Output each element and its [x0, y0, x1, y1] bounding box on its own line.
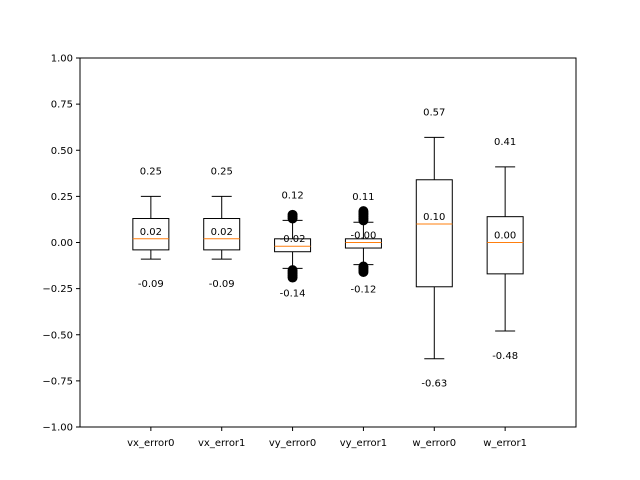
x-axis: vx_error0 vx_error1 vy_error0 vy_error1 w_er… — [127, 427, 527, 449]
median-annotation: 0.00 — [494, 231, 516, 242]
x-tick-label: w_error1 — [483, 438, 527, 449]
box-vy_error1 — [344, 206, 382, 278]
y-tick-label: 0.00 — [51, 238, 73, 249]
median-annotation: -0.00 — [350, 231, 376, 242]
max-annotation: 0.11 — [352, 192, 374, 203]
y-axis: −1.00 −0.75 −0.50 −0.25 0.00 0.25 0.50 0.75 1.00 — [42, 54, 80, 434]
y-tick-label: 0.50 — [51, 146, 73, 157]
boxes-layer — [132, 136, 524, 360]
iqr-box — [274, 238, 312, 253]
median-annotation: 0.02 — [211, 227, 233, 238]
y-tick-label: −0.75 — [42, 376, 73, 387]
min-annotation: -0.12 — [350, 285, 376, 296]
box-w_error0 — [415, 136, 453, 360]
box-vx_error1 — [203, 195, 241, 260]
y-tick-label: 1.00 — [51, 54, 73, 65]
y-tick-label: 0.25 — [51, 192, 73, 203]
max-annotation: 0.12 — [281, 190, 303, 201]
y-tick-label: −1.00 — [42, 423, 73, 434]
outlier-point — [287, 272, 298, 283]
iqr-box — [203, 218, 241, 251]
min-annotation: -0.63 — [421, 379, 447, 390]
y-tick-label: −0.50 — [42, 330, 73, 341]
outlier-point — [358, 267, 369, 278]
iqr-box — [132, 218, 170, 251]
box-w_error1 — [486, 166, 524, 332]
min-annotation: -0.09 — [138, 279, 164, 290]
outlier-point — [358, 206, 369, 217]
y-tick-label: −0.25 — [42, 284, 73, 295]
max-annotation: 0.25 — [140, 166, 162, 177]
x-tick-label: vy_error1 — [340, 438, 387, 449]
x-tick-label: vx_error1 — [198, 438, 245, 449]
x-tick-label: w_error0 — [412, 438, 456, 449]
iqr-box — [344, 238, 382, 249]
max-annotation: 0.41 — [494, 137, 516, 148]
min-annotation: -0.14 — [280, 288, 306, 299]
annotations-layer: 0.25 0.02 -0.09 0.25 0.02 -0.09 0.12 -0.02 -0.14… — [138, 107, 518, 389]
median-annotation: 0.02 — [140, 227, 162, 238]
max-annotation: 0.25 — [211, 166, 233, 177]
iqr-box — [486, 216, 524, 275]
iqr-box — [415, 179, 453, 288]
max-annotation: 0.57 — [423, 107, 445, 118]
box-vy_error0 — [274, 209, 312, 283]
min-annotation: -0.48 — [492, 351, 518, 362]
box-vx_error0 — [132, 195, 170, 260]
median-annotation: 0.10 — [423, 212, 445, 223]
x-tick-label: vy_error0 — [269, 438, 316, 449]
x-tick-label: vx_error0 — [127, 438, 174, 449]
median-annotation: -0.02 — [280, 234, 306, 245]
outlier-point — [287, 209, 298, 220]
min-annotation: -0.09 — [209, 279, 235, 290]
y-tick-label: 0.75 — [51, 100, 73, 111]
